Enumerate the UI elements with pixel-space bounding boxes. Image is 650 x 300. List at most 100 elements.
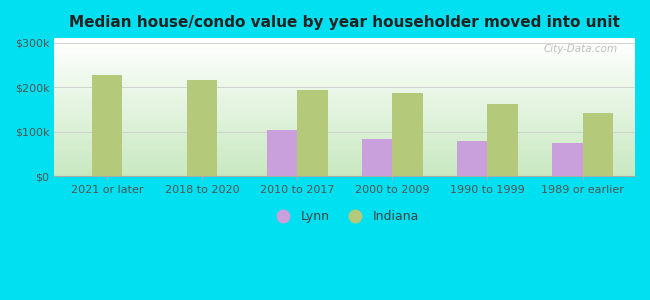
Bar (55, 149, 635, 150)
Bar (55, 80, 635, 81)
Bar (55, 66, 635, 67)
Bar (55, 108, 635, 109)
Bar (393, 93, 422, 176)
Bar (55, 119, 635, 120)
Bar (55, 136, 635, 137)
Bar (55, 109, 635, 110)
Legend: Lynn, Indiana: Lynn, Indiana (266, 205, 424, 228)
Bar (55, 84, 635, 85)
Bar (55, 123, 635, 124)
Bar (55, 127, 635, 128)
Bar (55, 82, 635, 83)
Bar (55, 173, 635, 174)
Bar (55, 141, 635, 142)
Bar (55, 62, 635, 63)
Bar (55, 64, 635, 65)
Bar (55, 112, 635, 113)
Bar (55, 140, 635, 141)
Bar (55, 63, 635, 64)
Bar (55, 143, 635, 144)
Bar (55, 118, 635, 119)
Bar (55, 46, 635, 47)
Bar (55, 91, 635, 92)
Bar (457, 141, 488, 176)
Bar (55, 103, 635, 104)
Bar (55, 110, 635, 111)
Bar (55, 72, 635, 73)
Bar (55, 61, 635, 62)
Bar (55, 102, 635, 103)
Bar (55, 162, 635, 163)
Bar (55, 163, 635, 164)
Bar (55, 90, 635, 91)
Bar (55, 168, 635, 169)
Bar (55, 145, 635, 146)
Bar (55, 105, 635, 106)
Bar (582, 112, 613, 176)
Bar (55, 129, 635, 130)
Bar (55, 144, 635, 145)
Title: Median house/condo value by year householder moved into unit: Median house/condo value by year househo… (70, 15, 620, 30)
Bar (55, 137, 635, 138)
Bar (362, 139, 393, 176)
Bar (55, 45, 635, 46)
Bar (55, 38, 635, 39)
Bar (55, 171, 635, 172)
Bar (55, 93, 635, 94)
Bar (55, 160, 635, 161)
Bar (55, 151, 635, 152)
Bar (297, 90, 328, 176)
Bar (55, 74, 635, 75)
Bar (55, 154, 635, 155)
Bar (55, 92, 635, 93)
Bar (55, 131, 635, 132)
Bar (55, 54, 635, 55)
Bar (55, 48, 635, 49)
Bar (55, 147, 635, 148)
Bar (55, 99, 635, 100)
Bar (55, 47, 635, 48)
Bar (55, 39, 635, 40)
Bar (55, 59, 635, 60)
Bar (55, 51, 635, 52)
Bar (55, 107, 635, 108)
Bar (552, 143, 582, 176)
Bar (55, 41, 635, 42)
Bar (55, 83, 635, 84)
Bar (55, 78, 635, 79)
Bar (55, 68, 635, 69)
Bar (187, 80, 217, 176)
Bar (55, 76, 635, 77)
Bar (55, 55, 635, 56)
Bar (55, 53, 635, 54)
Bar (55, 111, 635, 112)
Bar (55, 121, 635, 122)
Bar (55, 122, 635, 123)
Bar (55, 42, 635, 43)
Bar (55, 133, 635, 134)
Bar (55, 159, 635, 160)
Bar (55, 164, 635, 165)
Text: City-Data.com: City-Data.com (543, 44, 618, 54)
Bar (55, 67, 635, 68)
Bar (55, 95, 635, 96)
Bar (55, 128, 635, 129)
Bar (55, 125, 635, 126)
Bar (55, 43, 635, 44)
Bar (55, 49, 635, 50)
Bar (55, 150, 635, 151)
Bar (55, 86, 635, 87)
Bar (55, 157, 635, 158)
Bar (55, 114, 635, 115)
Bar (55, 115, 635, 116)
Bar (55, 174, 635, 175)
Bar (55, 126, 635, 127)
Bar (55, 152, 635, 153)
Bar (55, 161, 635, 162)
Bar (55, 70, 635, 71)
Bar (55, 172, 635, 173)
Bar (55, 100, 635, 101)
Bar (55, 57, 635, 58)
Bar (55, 52, 635, 53)
Bar (55, 85, 635, 86)
